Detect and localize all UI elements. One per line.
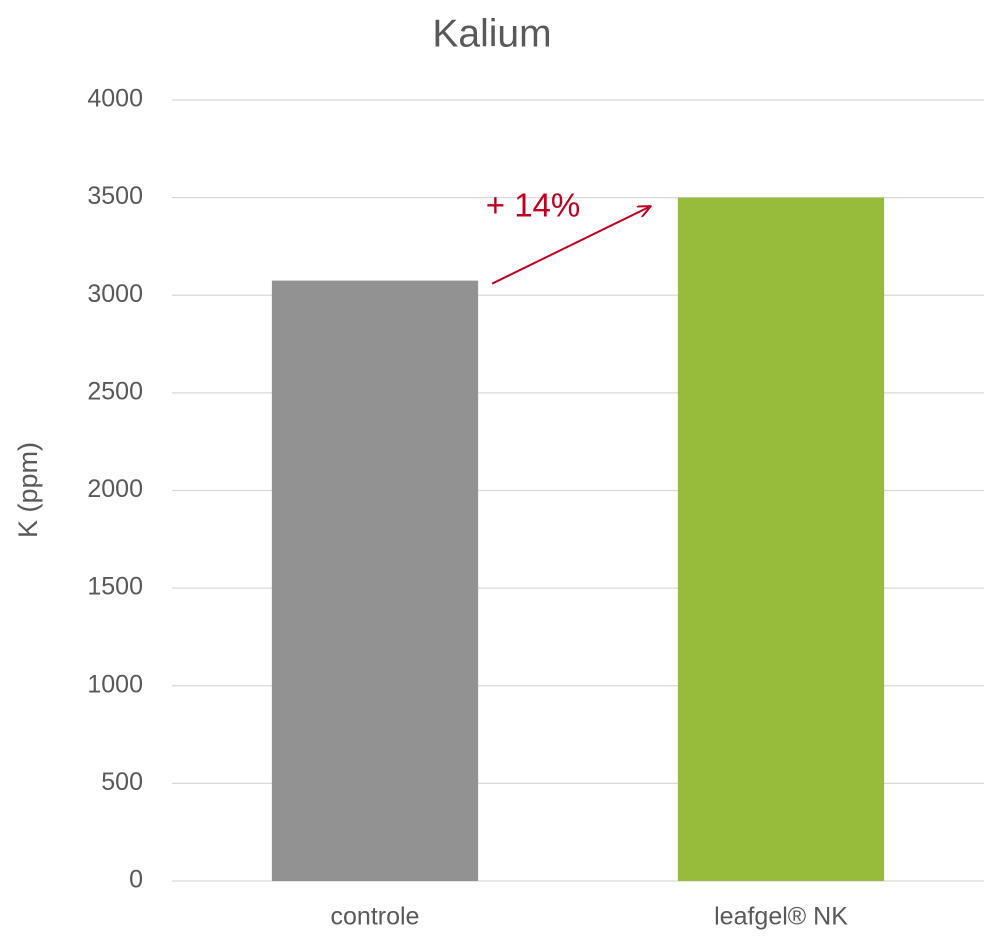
x-tick-label: leafgel® NK bbox=[714, 903, 848, 931]
y-tick-label: 500 bbox=[101, 768, 143, 796]
x-tick-label: controle bbox=[331, 903, 420, 931]
y-tick-label: 4000 bbox=[87, 85, 143, 113]
y-tick-label: 2500 bbox=[87, 377, 143, 405]
annotation-arrow bbox=[491, 207, 650, 285]
y-tick-label: 0 bbox=[129, 866, 143, 894]
y-tick-label: 3500 bbox=[87, 182, 143, 210]
bar bbox=[271, 280, 479, 881]
y-axis-label: K (ppm) bbox=[13, 442, 43, 538]
y-tick-label: 3000 bbox=[87, 280, 143, 308]
y-tick-label: 2000 bbox=[87, 475, 143, 503]
y-tick-label: 1000 bbox=[87, 670, 143, 698]
bar bbox=[677, 197, 885, 881]
y-tick-label: 1500 bbox=[87, 573, 143, 601]
chart-title: Kalium bbox=[432, 12, 551, 55]
annotation: + 14% bbox=[486, 186, 581, 223]
